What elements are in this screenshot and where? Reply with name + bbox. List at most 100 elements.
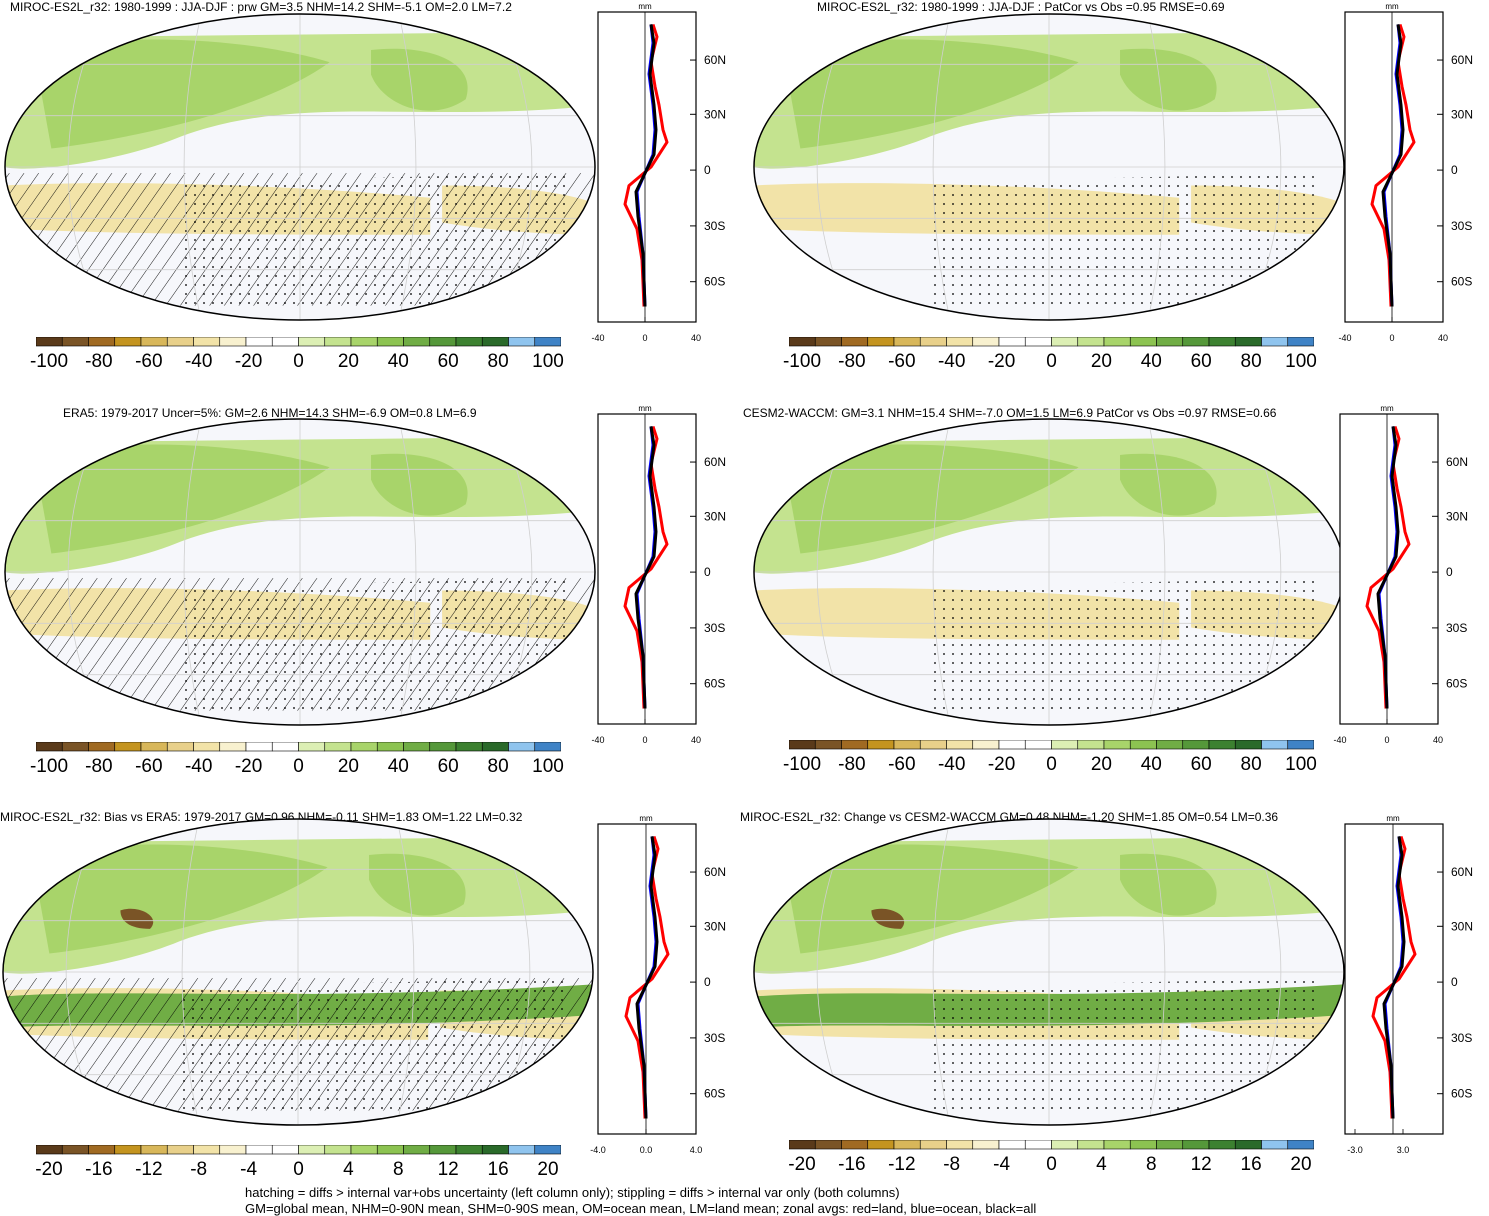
colorbar-tick-label: -12 bbox=[135, 1159, 163, 1180]
colorbar-swatch bbox=[1077, 740, 1105, 750]
zonal-average-plot: 60N 30N 0 30S 60S mm -40 0 40 bbox=[1333, 404, 1468, 745]
zonal-xtick: -3.0 bbox=[1347, 1145, 1363, 1155]
lat-label: 0 bbox=[1451, 163, 1458, 177]
colorbar-swatch bbox=[403, 742, 431, 752]
zonal-unit: mm bbox=[638, 404, 652, 413]
zonal-xtick: 0.0 bbox=[640, 1145, 653, 1155]
colorbar-swatch bbox=[114, 1145, 142, 1155]
colorbar-tick-label: -100 bbox=[782, 754, 822, 775]
colorbar-swatch bbox=[998, 337, 1026, 347]
zonal-unit: mm bbox=[639, 814, 653, 823]
colorbar-tick-label: -40 bbox=[184, 351, 213, 372]
colorbar-swatch bbox=[508, 742, 536, 752]
lat-label: 60S bbox=[1446, 677, 1467, 691]
colorbar-swatch bbox=[1287, 337, 1314, 347]
colorbar-swatch bbox=[324, 337, 352, 347]
lat-label: 30N bbox=[704, 107, 726, 121]
colorbar-swatch bbox=[36, 742, 63, 752]
panel-change-cesm2: MIROC-ES2L_r32: Change vs CESM2-WACCM GM… bbox=[740, 800, 1489, 1200]
footer-line-2: GM=global mean, NHM=0-90N mean, SHM=0-90… bbox=[245, 1201, 1037, 1216]
world-map bbox=[2, 818, 594, 1126]
colorbar-swatch bbox=[298, 742, 326, 752]
colorbar-tick-label: -80 bbox=[85, 756, 113, 777]
colorbar-tick-label: 80 bbox=[487, 351, 509, 372]
colorbar-tick-label: -16 bbox=[838, 1154, 866, 1175]
colorbar-swatch bbox=[1234, 337, 1262, 347]
colorbar-swatch bbox=[1103, 337, 1131, 347]
colorbar bbox=[789, 1140, 1314, 1150]
colorbar-swatch bbox=[481, 742, 509, 752]
zonal-all-line bbox=[1376, 426, 1400, 709]
colorbar-swatch bbox=[1024, 337, 1052, 347]
zonal-average-plot: 60N 30N 0 30S 60S mm -4.0 0.0 4.0 bbox=[590, 814, 726, 1155]
panel-era5: ERA5: 1979-2017 Uncer=5%: GM=2.6 NHM=14.… bbox=[0, 400, 745, 800]
lat-label: 60N bbox=[704, 455, 726, 469]
colorbar-swatch bbox=[1024, 1140, 1052, 1150]
colorbar-tick-label: 80 bbox=[487, 756, 509, 777]
colorbar-swatch bbox=[166, 337, 194, 347]
panel-model-patcor: MIROC-ES2L_r32: 1980-1999 : JJA-DJF : Pa… bbox=[745, 0, 1489, 400]
colorbar-swatch bbox=[1077, 337, 1105, 347]
colorbar-swatch bbox=[219, 337, 247, 347]
colorbar-swatch bbox=[245, 1145, 273, 1155]
colorbar-swatch bbox=[814, 1140, 842, 1150]
colorbar-swatch bbox=[841, 1140, 869, 1150]
colorbar-swatch bbox=[1208, 337, 1236, 347]
colorbar-swatch bbox=[1261, 1140, 1289, 1150]
colorbar-tick-label: -80 bbox=[838, 754, 866, 775]
zonal-average-plot: 60N 30N 0 30S 60S mm -40 0 40 bbox=[1338, 2, 1473, 343]
colorbar-swatch bbox=[998, 740, 1026, 750]
colorbar-tick-label: -60 bbox=[888, 754, 916, 775]
zonal-unit: mm bbox=[1380, 404, 1394, 413]
colorbar-swatch bbox=[1156, 337, 1184, 347]
colorbar-tick-label: -20 bbox=[35, 1159, 63, 1180]
colorbar-swatch bbox=[1208, 1140, 1236, 1150]
colorbar-swatch bbox=[508, 1145, 536, 1155]
lat-label: 0 bbox=[1446, 565, 1453, 579]
colorbar-tick-label: 80 bbox=[1240, 754, 1262, 775]
colorbar-swatch bbox=[893, 740, 921, 750]
colorbar-swatch bbox=[376, 1145, 404, 1155]
colorbar-tick-label: 20 bbox=[537, 1159, 559, 1180]
colorbar-swatch bbox=[867, 740, 895, 750]
colorbar-swatch bbox=[455, 1145, 483, 1155]
map-border bbox=[753, 818, 1345, 1126]
colorbar bbox=[789, 337, 1314, 347]
panel-title: MIROC-ES2L_r32: 1980-1999 : JJA-DJF : Pa… bbox=[817, 0, 1225, 14]
colorbar-swatch bbox=[455, 337, 483, 347]
colorbar-tick-label: -40 bbox=[184, 756, 213, 777]
colorbar-swatch bbox=[1051, 337, 1079, 347]
colorbar-tick-label: 20 bbox=[1090, 754, 1112, 775]
colorbar-swatch bbox=[219, 742, 247, 752]
panel-title: MIROC-ES2L_r32: 1980-1999 : JJA-DJF : pr… bbox=[10, 0, 512, 14]
colorbar-tick-label: -20 bbox=[987, 754, 1016, 775]
colorbar-swatch bbox=[789, 740, 816, 750]
lat-label: 30S bbox=[1446, 621, 1467, 635]
colorbar-tick-label: 60 bbox=[1190, 754, 1212, 775]
lat-label: 30S bbox=[704, 621, 725, 635]
zonal-xtick: -40 bbox=[591, 333, 604, 343]
colorbar-swatch bbox=[376, 337, 404, 347]
colorbar-tick-label: 60 bbox=[437, 756, 459, 777]
colorbar-tick-label: 100 bbox=[532, 756, 564, 777]
colorbar-swatch bbox=[1234, 1140, 1262, 1150]
lat-label: 30N bbox=[1451, 919, 1473, 933]
colorbar-tick-label: -60 bbox=[888, 351, 916, 372]
colorbar-tick-label: 4 bbox=[343, 1159, 354, 1180]
lat-label: 0 bbox=[704, 565, 711, 579]
map-border bbox=[4, 13, 596, 321]
lat-label: 60N bbox=[1451, 865, 1473, 879]
colorbar-swatch bbox=[1156, 740, 1184, 750]
colorbar-swatch bbox=[789, 1140, 816, 1150]
colorbar-swatch bbox=[534, 1145, 561, 1155]
colorbar-swatch bbox=[245, 337, 273, 347]
colorbar-swatch bbox=[350, 337, 378, 347]
colorbar-tick-label: 80 bbox=[1240, 351, 1262, 372]
lat-label: 60N bbox=[704, 53, 726, 67]
lat-label: 60S bbox=[704, 1087, 725, 1101]
colorbar-tick-label: 4 bbox=[1096, 1154, 1107, 1175]
lat-label: 60S bbox=[1451, 275, 1472, 289]
lat-label: 30N bbox=[704, 509, 726, 523]
map-border bbox=[753, 13, 1345, 321]
colorbar-tick-label: -12 bbox=[888, 1154, 916, 1175]
